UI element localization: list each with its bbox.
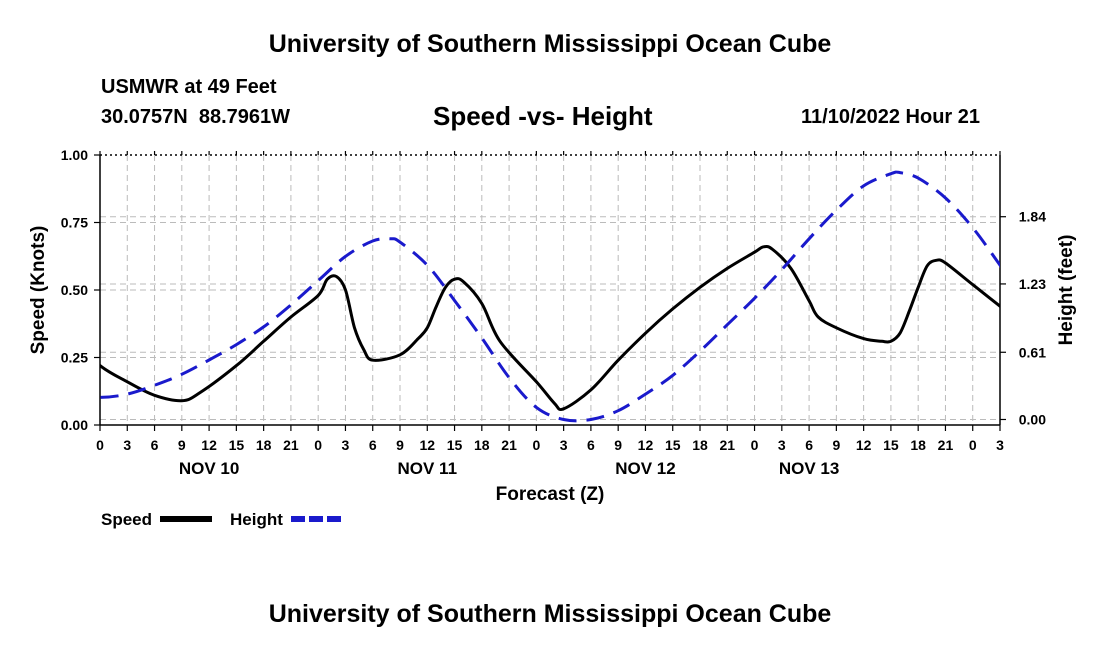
x-tick-label: 0	[96, 437, 104, 453]
date-label: NOV 11	[397, 459, 457, 478]
x-tick-label: 18	[474, 437, 490, 453]
x-tick-label: 6	[805, 437, 813, 453]
x-tick-label: 3	[560, 437, 568, 453]
x-tick-label: 18	[692, 437, 708, 453]
series-line-speed	[100, 244, 1000, 412]
x-tick-label: 9	[614, 437, 622, 453]
series-line-height	[100, 170, 1000, 423]
footer-title: University of Southern Mississippi Ocean…	[268, 600, 832, 628]
x-tick-label: 12	[201, 437, 217, 453]
date-label: NOV 13	[779, 459, 839, 478]
x-axis-title: Forecast (Z)	[496, 484, 605, 505]
legend-label-height: Height	[230, 510, 283, 529]
y-tick-label: 1.00	[61, 147, 88, 163]
x-tick-label: 3	[342, 437, 350, 453]
y2-tick-label: 1.23	[1019, 276, 1046, 292]
station-label: USMWR at 49 Feet	[101, 76, 277, 98]
x-tick-label: 9	[178, 437, 186, 453]
x-tick-label: 3	[996, 437, 1004, 453]
legend: Speed Height	[101, 510, 343, 529]
x-tick-label: 0	[751, 437, 759, 453]
axes	[94, 151, 1006, 431]
x-tick-label: 15	[447, 437, 463, 453]
x-tick-label: 18	[256, 437, 272, 453]
x-tick-label: 0	[969, 437, 977, 453]
axis-labels: 0 3 6 9 12 15 18 21 0 3 6 9 12 15 18 21 0 3 6 9 12 15 18 21 0 3 6 9…	[28, 147, 1077, 505]
x-tick-label: 21	[719, 437, 735, 453]
y2-tick-label: 0.00	[1019, 411, 1046, 427]
x-tick-label: 6	[587, 437, 595, 453]
y-tick-label: 0.00	[61, 417, 88, 433]
x-tick-label: 9	[832, 437, 840, 453]
x-tick-label: 12	[638, 437, 654, 453]
x-tick-label: 3	[778, 437, 786, 453]
x-tick-label: 21	[283, 437, 299, 453]
x-tick-label: 12	[856, 437, 872, 453]
coordinates-label: 30.0757N 88.7961W	[101, 106, 291, 128]
date-label: NOV 12	[615, 459, 675, 478]
plot-title: Speed -vs- Height	[433, 101, 653, 131]
series-layer	[100, 170, 1000, 423]
x-tick-label: 15	[665, 437, 681, 453]
y2-tick-label: 1.84	[1019, 209, 1046, 225]
x-tick-label: 15	[883, 437, 899, 453]
x-tick-label: 12	[419, 437, 435, 453]
x-tick-label: 3	[123, 437, 131, 453]
x-tick-label: 21	[501, 437, 517, 453]
y-tick-label: 0.75	[61, 215, 88, 231]
x-tick-label: 6	[151, 437, 159, 453]
y2-tick-label: 0.61	[1019, 344, 1046, 360]
x-tick-label: 0	[314, 437, 322, 453]
x-tick-label: 6	[369, 437, 377, 453]
y-tick-label: 0.25	[61, 350, 88, 366]
legend-label-speed: Speed	[101, 510, 152, 529]
timestamp-label: 11/10/2022 Hour 21	[801, 106, 981, 128]
x-tick-label: 0	[532, 437, 540, 453]
y-axis-title: Speed (Knots)	[28, 226, 49, 355]
date-label: NOV 10	[179, 459, 239, 478]
x-tick-label: 15	[229, 437, 245, 453]
x-tick-label: 21	[938, 437, 954, 453]
grid	[100, 155, 1000, 425]
y-tick-label: 0.50	[61, 282, 88, 298]
page-title: University of Southern Mississippi Ocean…	[268, 30, 832, 58]
x-tick-label: 9	[396, 437, 404, 453]
y2-axis-title: Height (feet)	[1056, 235, 1077, 346]
x-tick-label: 18	[910, 437, 926, 453]
